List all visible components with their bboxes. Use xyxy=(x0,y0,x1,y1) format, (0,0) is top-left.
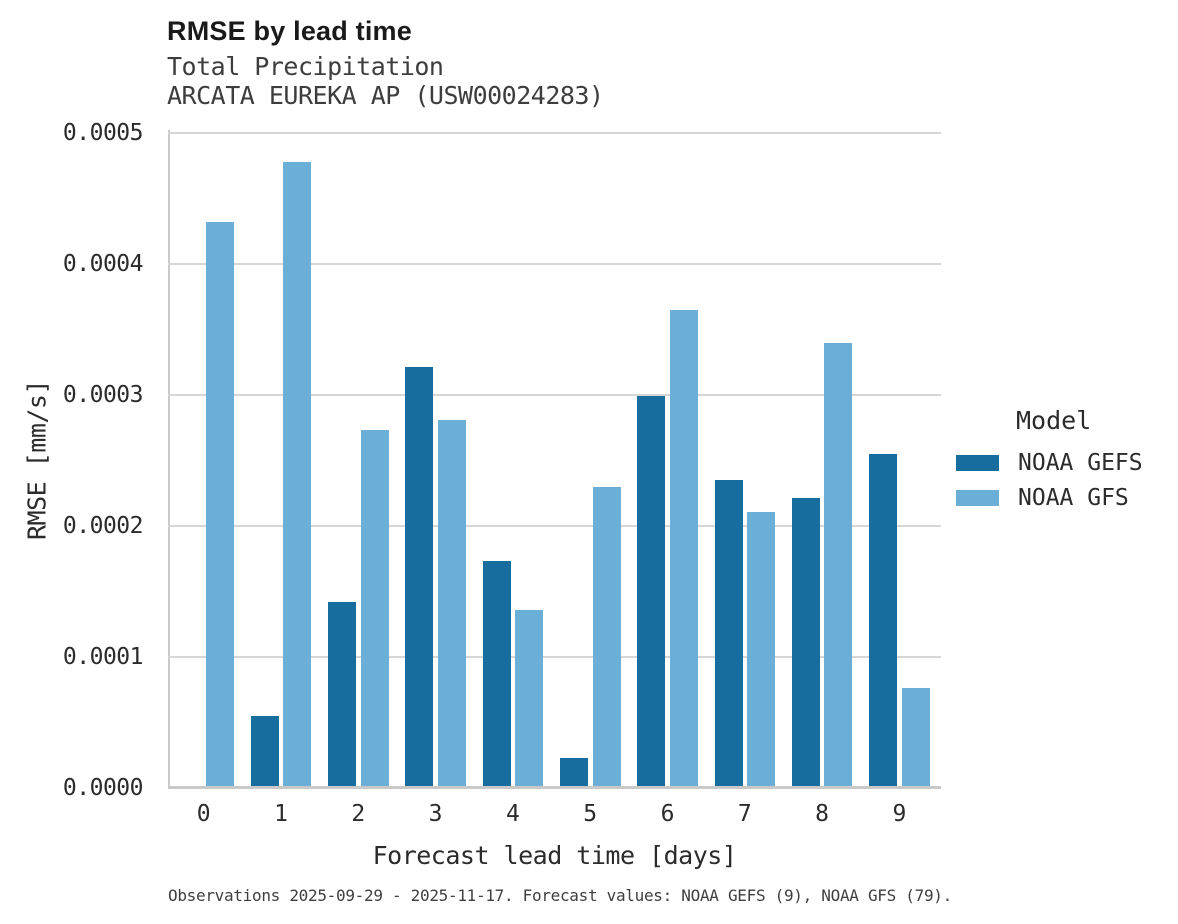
x-tick-label-9: 9 xyxy=(892,801,907,827)
bar-noaa-gfs-lead-6 xyxy=(669,309,698,788)
legend: Model NOAA GEFS NOAA GFS xyxy=(956,406,1143,515)
bar-noaa-gefs-lead-6 xyxy=(637,396,666,788)
bar-noaa-gfs-lead-2 xyxy=(360,430,389,788)
x-axis-title: Forecast lead time [days] xyxy=(372,841,737,870)
x-axis-spine xyxy=(168,786,941,789)
x-tick-label-2: 2 xyxy=(351,801,366,827)
x-tick-label-1: 1 xyxy=(274,801,288,827)
legend-label-gfs: NOAA GFS xyxy=(1018,484,1129,511)
y-tick-label-0.0005: 0.0005 xyxy=(62,120,144,146)
gridline-0.0004 xyxy=(168,263,941,265)
legend-entry-gfs: NOAA GFS xyxy=(956,480,1143,515)
bar-noaa-gefs-lead-9 xyxy=(869,453,898,788)
y-tick-label-0.0002: 0.0002 xyxy=(62,513,144,539)
bar-noaa-gefs-lead-1 xyxy=(250,715,279,788)
bar-noaa-gefs-lead-4 xyxy=(482,561,511,788)
x-tick-label-8: 8 xyxy=(815,801,830,827)
bar-noaa-gfs-lead-3 xyxy=(437,419,466,788)
x-tick-label-4: 4 xyxy=(505,801,520,827)
x-tick-label-3: 3 xyxy=(428,801,443,827)
chart-caption: Observations 2025-09-29 - 2025-11-17. Fo… xyxy=(168,886,952,905)
bar-noaa-gfs-lead-8 xyxy=(824,342,853,788)
gridline-0.0002 xyxy=(168,525,941,527)
bar-noaa-gefs-lead-3 xyxy=(405,367,434,788)
chart-subtitle-variable: Total Precipitation xyxy=(167,52,444,81)
x-tick-label-5: 5 xyxy=(583,801,598,827)
bar-noaa-gefs-lead-7 xyxy=(714,480,743,788)
bar-noaa-gfs-lead-1 xyxy=(283,161,312,788)
gridline-0.0005 xyxy=(168,132,941,134)
gridline-0.0001 xyxy=(168,656,941,658)
bar-noaa-gfs-lead-4 xyxy=(515,609,544,788)
x-tick-label-7: 7 xyxy=(737,801,752,827)
bar-noaa-gfs-lead-9 xyxy=(901,688,930,788)
legend-title: Model xyxy=(1016,406,1092,435)
bar-noaa-gfs-lead-0 xyxy=(206,222,234,788)
plot-area xyxy=(168,130,941,791)
y-tick-label-0.0001: 0.0001 xyxy=(62,644,144,670)
y-tick-label-0.0003: 0.0003 xyxy=(62,382,144,408)
y-tick-label-0.0000: 0.0000 xyxy=(62,775,144,801)
x-tick-label-6: 6 xyxy=(660,801,675,827)
bar-noaa-gefs-lead-5 xyxy=(559,757,588,788)
y-tick-label-0.0004: 0.0004 xyxy=(62,251,144,277)
legend-label-gefs: NOAA GEFS xyxy=(1018,449,1143,476)
bar-noaa-gfs-lead-7 xyxy=(747,511,776,788)
gridline-0.0003 xyxy=(168,394,941,396)
bar-noaa-gefs-lead-8 xyxy=(791,498,820,788)
chart-title: RMSE by lead time xyxy=(167,16,412,46)
legend-swatch-gefs-icon xyxy=(956,454,999,471)
x-tick-label-0: 0 xyxy=(196,801,211,827)
y-axis-spine xyxy=(168,130,170,789)
legend-entry-gefs: NOAA GEFS xyxy=(956,445,1143,480)
legend-swatch-gfs-icon xyxy=(956,489,999,506)
bar-noaa-gefs-lead-2 xyxy=(328,601,356,788)
bar-noaa-gfs-lead-5 xyxy=(592,486,621,788)
chart-subtitle-station: ARCATA EUREKA AP (USW00024283) xyxy=(167,81,604,110)
